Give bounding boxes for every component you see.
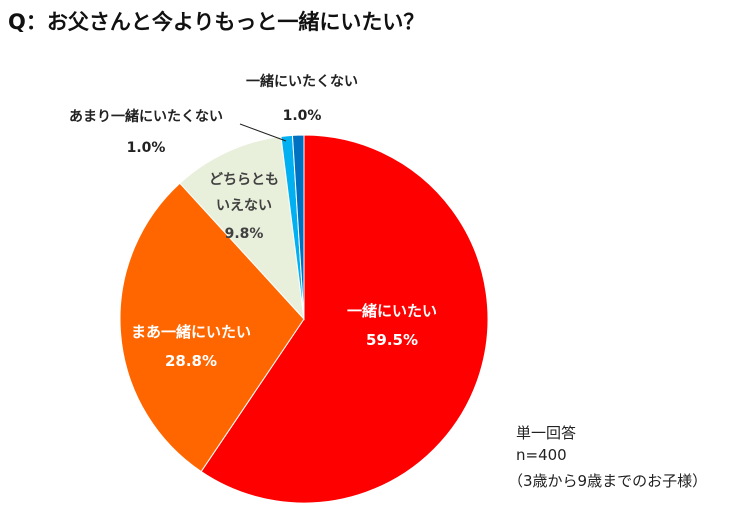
slice-value-label: 59.5%: [366, 331, 418, 349]
slice-value-label: 28.8%: [165, 352, 217, 370]
slice-label: まあ一緒にいたい: [131, 323, 251, 341]
leader-line: [239, 123, 287, 142]
pie-slice: [291, 134, 305, 320]
slice-label: あまり一緒にいたくない: [69, 108, 223, 125]
note-answer-type: 単一回答: [516, 424, 577, 442]
note-sample-size: n=400: [516, 446, 567, 464]
slice-value-label: 1.0%: [127, 140, 166, 156]
slice-label: いえない: [216, 198, 272, 214]
pie-slice: [200, 134, 489, 504]
slice-label: 一緒にいたい: [347, 302, 437, 320]
note-population: （3歳から9歳までのお子様）: [508, 472, 708, 490]
chart-title: Q：お父さんと今よりもっと一緒にいたい？: [8, 10, 425, 34]
pie-slice: [119, 182, 305, 473]
slice-value-label: 1.0%: [283, 108, 322, 124]
slice-value-label: 9.8%: [225, 226, 264, 242]
slice-label: 一緒にいたくない: [246, 73, 358, 90]
slice-label: どちらとも: [209, 172, 279, 188]
